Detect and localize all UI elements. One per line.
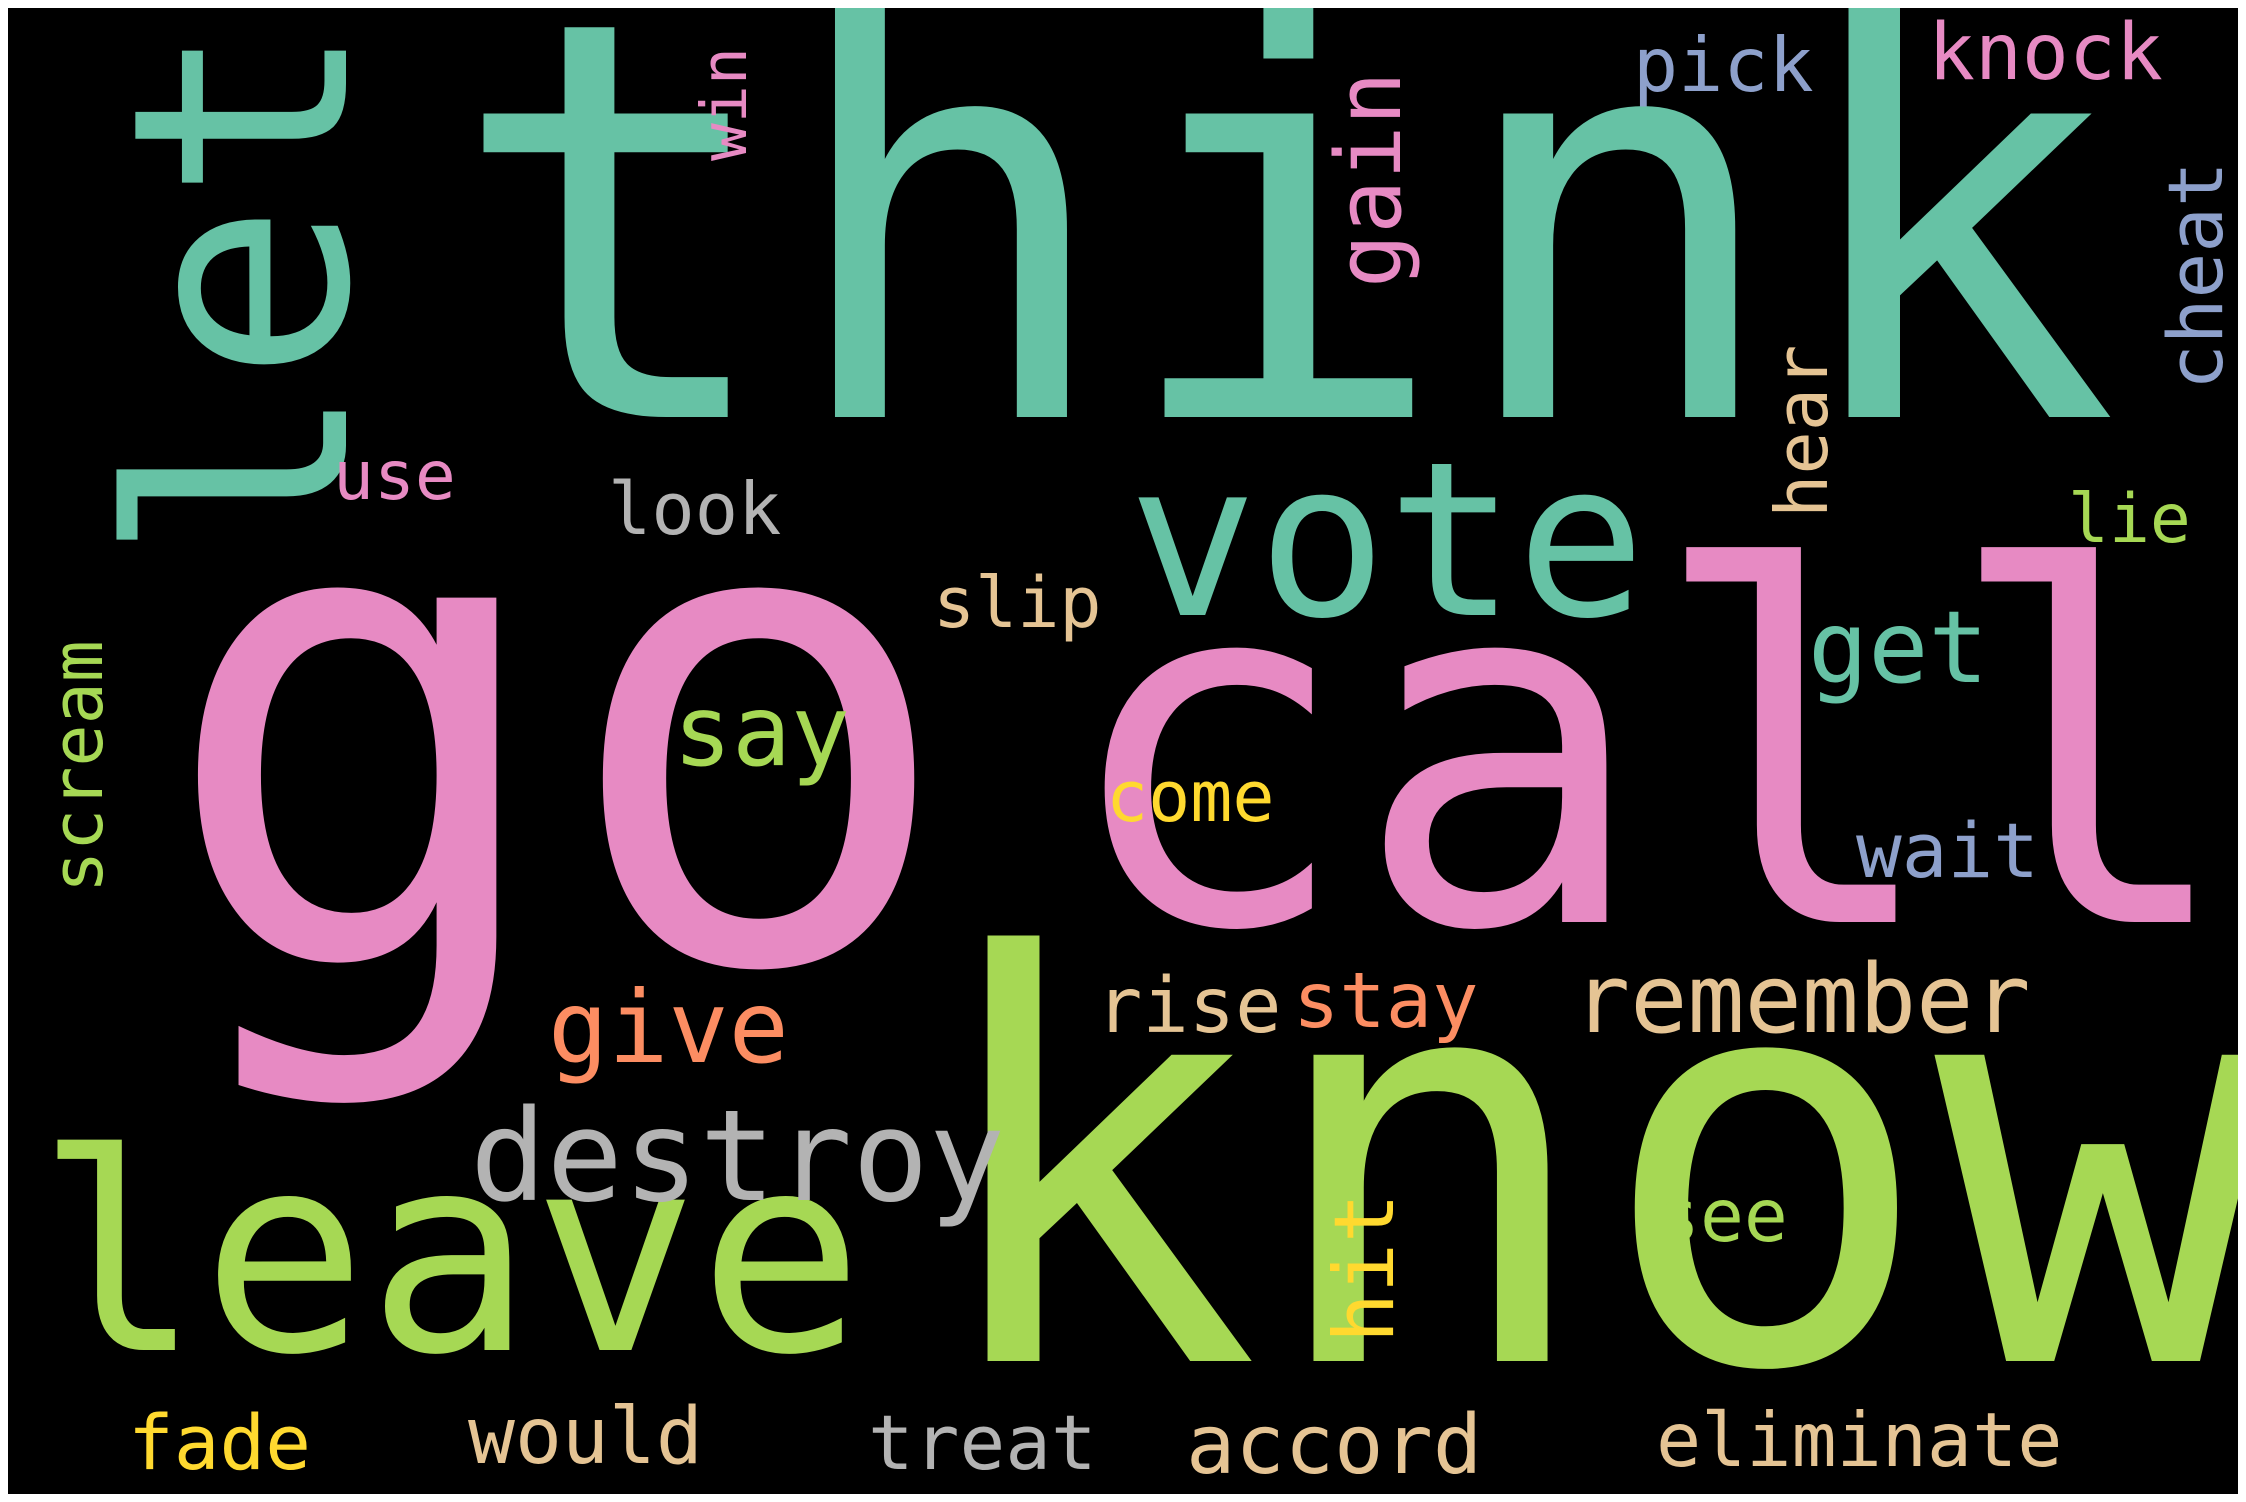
word-know: know (923, 842, 2238, 1494)
word-would: would (468, 1392, 703, 1482)
word-knock: knock (1928, 8, 2163, 98)
word-gain: gain (1317, 71, 1422, 288)
word-give: give (548, 969, 789, 1086)
word-call: call (1058, 467, 2238, 1038)
word-remember: remember (1573, 945, 2031, 1055)
word-look: look (608, 467, 782, 551)
word-eliminate: eliminate (1656, 1396, 2063, 1484)
word-hear: hear (1760, 344, 1844, 518)
word-win: win (688, 47, 761, 161)
word-cheat: cheat (2151, 161, 2238, 390)
word-go: go (158, 343, 959, 1117)
word-fade: fade (128, 1398, 312, 1487)
word-accord: accord (1186, 1398, 1483, 1493)
word-slip: slip (933, 562, 1102, 644)
word-wait: wait (1856, 806, 2040, 895)
word-pick: pick (1633, 21, 1814, 109)
word-scream: scream (37, 640, 119, 893)
word-see: see (1656, 1174, 1788, 1259)
word-get: get (1808, 589, 1989, 706)
word-use: use (333, 437, 456, 516)
word-vote: vote (1128, 415, 1646, 666)
word-cloud: think go call know let vote leave rememb… (8, 8, 2238, 1494)
word-destroy: destroy (470, 1082, 1006, 1230)
word-lie: lie (2068, 480, 2191, 559)
word-stay: stay (1293, 957, 1479, 1046)
word-come: come (1106, 756, 1275, 838)
word-say: say (673, 675, 851, 789)
word-rise: rise (1096, 962, 1282, 1051)
word-hit: hit (1316, 1193, 1413, 1343)
word-think: think (448, 8, 2119, 548)
word-treat: treat (868, 1398, 1097, 1487)
word-leave: leave (36, 1095, 864, 1415)
